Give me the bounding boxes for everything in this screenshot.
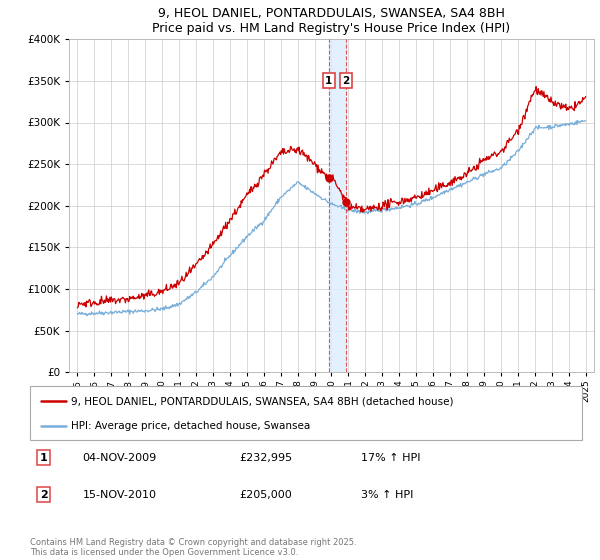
Text: 17% ↑ HPI: 17% ↑ HPI: [361, 453, 421, 463]
Bar: [329, 39, 346, 372]
Text: 2: 2: [40, 490, 47, 500]
Text: 3% ↑ HPI: 3% ↑ HPI: [361, 490, 413, 500]
Text: 15-NOV-2010: 15-NOV-2010: [82, 490, 157, 500]
Text: 2: 2: [343, 76, 350, 86]
Title: 9, HEOL DANIEL, PONTARDDULAIS, SWANSEA, SA4 8BH
Price paid vs. HM Land Registry': 9, HEOL DANIEL, PONTARDDULAIS, SWANSEA, …: [152, 7, 511, 35]
Text: 9, HEOL DANIEL, PONTARDDULAIS, SWANSEA, SA4 8BH (detached house): 9, HEOL DANIEL, PONTARDDULAIS, SWANSEA, …: [71, 396, 454, 407]
Text: HPI: Average price, detached house, Swansea: HPI: Average price, detached house, Swan…: [71, 421, 311, 431]
Text: 1: 1: [40, 453, 47, 463]
FancyBboxPatch shape: [30, 386, 582, 440]
Text: Contains HM Land Registry data © Crown copyright and database right 2025.
This d: Contains HM Land Registry data © Crown c…: [30, 538, 356, 557]
Text: £205,000: £205,000: [240, 490, 293, 500]
Text: £232,995: £232,995: [240, 453, 293, 463]
Text: 1: 1: [325, 76, 332, 86]
Text: 04-NOV-2009: 04-NOV-2009: [82, 453, 157, 463]
